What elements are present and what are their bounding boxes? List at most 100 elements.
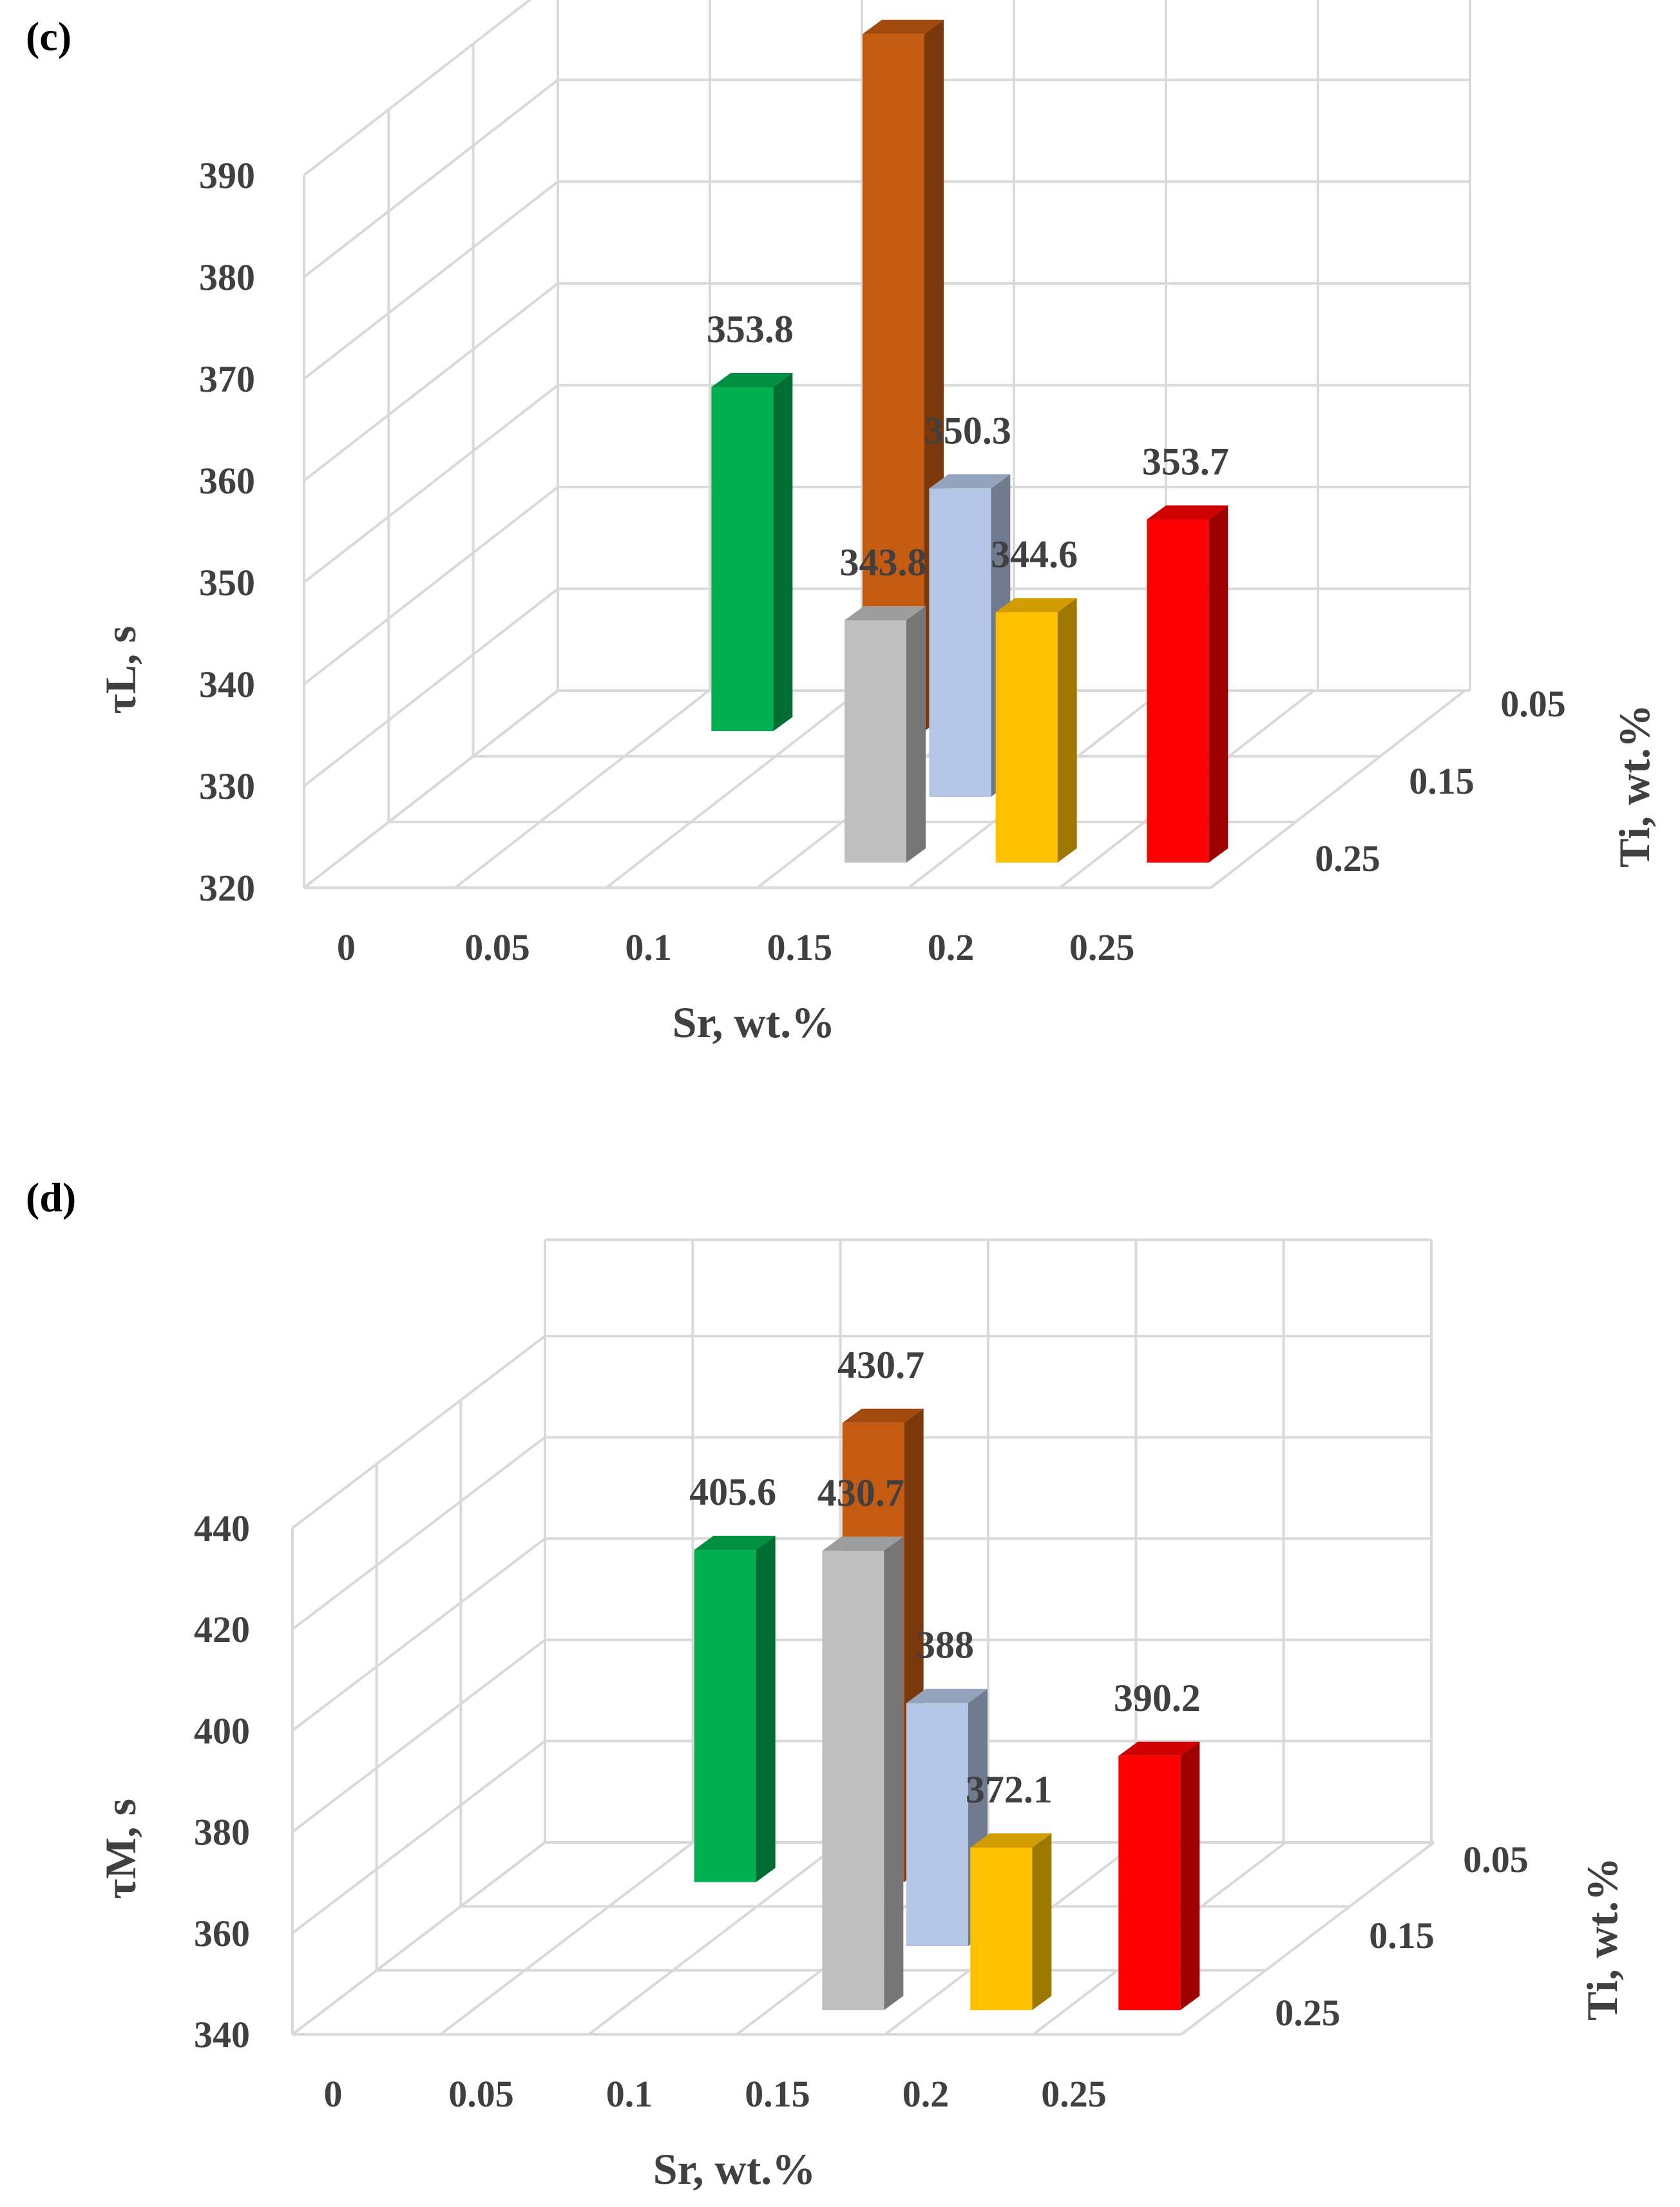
- y-tick-label: 360: [199, 460, 255, 502]
- panel-label: (c): [26, 14, 72, 59]
- floor-depthline: [1210, 689, 1466, 889]
- data-label: 353.7: [1142, 441, 1229, 483]
- bar-top: [845, 606, 926, 620]
- left-wall-gridline: [303, 588, 559, 787]
- floor-depthline: [439, 1841, 694, 2036]
- z-tick-label: 0.25: [1315, 837, 1380, 879]
- x-tick-label: 0.25: [1041, 2073, 1107, 2115]
- bar-top: [822, 1536, 904, 1551]
- x-tick-label: 0.25: [1069, 926, 1135, 968]
- floor-depthline: [1180, 1841, 1435, 2036]
- data-label: 430.7: [817, 1471, 904, 1514]
- x-tick-label: 0.15: [745, 2073, 810, 2115]
- y-tick-label: 420: [194, 1609, 250, 1650]
- data-label: 405.6: [689, 1471, 776, 1513]
- y-tick-label: 380: [194, 1811, 250, 1853]
- bar-side: [1032, 1833, 1052, 2011]
- data-label: 390.2: [1114, 1677, 1201, 1719]
- x-tick-label: 0: [324, 2073, 343, 2115]
- z-tick-label: 0.05: [1500, 683, 1566, 725]
- bar: [1147, 519, 1209, 863]
- floor-depthline: [303, 689, 559, 889]
- bar-top: [1118, 1741, 1200, 1756]
- left-wall-gridline: [291, 1740, 546, 1935]
- bar: [970, 1848, 1033, 2011]
- bar: [1118, 1755, 1181, 2011]
- chart-c: (c) 320 330 340 350 360 370 380 390 0 0.05 0.1 0.15 0…: [26, 0, 1659, 1047]
- left-wall-gridline: [291, 1639, 546, 1833]
- left-wall-gridline: [303, 282, 559, 482]
- y-tick-label: 380: [199, 256, 255, 298]
- bar-side: [773, 372, 793, 731]
- bar-top: [929, 474, 1011, 489]
- bar: [845, 620, 906, 863]
- floor-depthline: [454, 689, 710, 889]
- left-wall-gridline: [303, 79, 559, 278]
- x-tick-label: 0.2: [928, 926, 975, 968]
- y-tick-label: 370: [199, 358, 255, 400]
- z-tick-label: 0.25: [1275, 1992, 1341, 2034]
- left-wall-gridline: [291, 1335, 546, 1529]
- bar-top: [694, 1536, 776, 1551]
- bar-top: [995, 598, 1077, 613]
- z-tick-label: 0.05: [1463, 1839, 1529, 1880]
- y-tick-label: 440: [194, 1507, 250, 1549]
- y-tick-label: 340: [194, 2014, 250, 2056]
- x-tick-label: 0.15: [767, 926, 833, 968]
- bar-side: [1180, 1741, 1200, 2011]
- bar: [906, 1703, 968, 1946]
- bar-side: [1057, 598, 1077, 863]
- x-tick-label: 0.05: [448, 2073, 514, 2115]
- bar-top: [711, 372, 793, 387]
- left-wall-gridline: [291, 1537, 546, 1732]
- data-label: 353.8: [707, 308, 794, 350]
- z-tick-label: 0.15: [1409, 760, 1475, 802]
- bar-side: [1208, 505, 1228, 863]
- data-label: 388: [916, 1624, 974, 1667]
- left-wall-gridline: [303, 384, 559, 584]
- data-label: 344.6: [991, 533, 1078, 575]
- data-label: 430.7: [837, 1344, 924, 1386]
- left-wall-gridline: [303, 180, 559, 380]
- bar: [822, 1551, 884, 2011]
- bar-top: [906, 1688, 988, 1703]
- bar-top: [863, 19, 944, 34]
- floor-depthline: [606, 689, 861, 889]
- bar-top: [1147, 505, 1228, 520]
- left-wall-gridline: [303, 486, 559, 685]
- z-axis-title: Ti, wt.%: [1578, 1857, 1627, 2021]
- bar-top: [970, 1833, 1052, 1848]
- chart-d: (d) 340 360 380 400 420 440 0 0.05 0.1 0.15 0.2 0.25…: [26, 1174, 1627, 2193]
- bar: [694, 1550, 756, 1882]
- bar-side: [756, 1536, 776, 1882]
- y-tick-label: 330: [199, 765, 255, 807]
- y-tick-label: 400: [194, 1710, 250, 1752]
- bar-top: [842, 1408, 924, 1423]
- y-tick-label: 340: [199, 664, 255, 705]
- x-axis-title: Sr, wt.%: [673, 998, 835, 1047]
- left-wall-gridline: [303, 0, 532, 177]
- data-label: 343.8: [840, 541, 927, 584]
- bar-side: [884, 1536, 904, 2011]
- floor-depthline: [587, 1841, 843, 2036]
- data-label: 350.3: [924, 409, 1011, 452]
- y-tick-label: 360: [194, 1913, 250, 1954]
- bar: [711, 387, 774, 731]
- y-tick-label: 320: [199, 867, 255, 909]
- x-tick-label: 0.05: [464, 926, 530, 968]
- x-tick-label: 0: [337, 926, 356, 968]
- left-wall-gridline: [291, 1436, 546, 1630]
- y-tick-label: 390: [199, 155, 255, 196]
- y-axis-title: τL, s: [96, 626, 145, 714]
- y-axis-title: τM, s: [96, 1799, 145, 1899]
- x-tick-label: 0.1: [625, 926, 672, 968]
- x-tick-label: 0.1: [606, 2073, 653, 2115]
- bar: [995, 612, 1058, 863]
- z-tick-label: 0.15: [1369, 1915, 1435, 1956]
- y-tick-label: 350: [199, 562, 255, 604]
- x-axis-title: Sr, wt.%: [653, 2145, 816, 2193]
- bar: [929, 488, 991, 797]
- data-label: 372.1: [966, 1768, 1053, 1811]
- panel-label: (d): [26, 1174, 76, 1220]
